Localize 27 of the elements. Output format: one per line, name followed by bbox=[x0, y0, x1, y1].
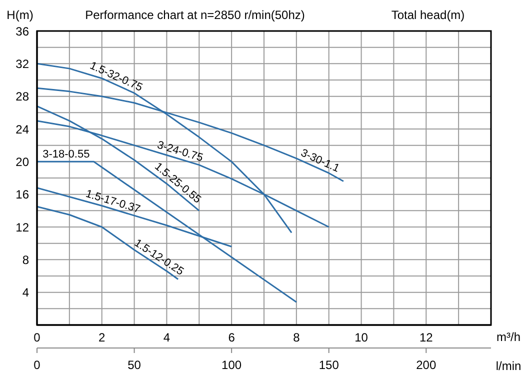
y-tick-label: 20 bbox=[16, 154, 30, 169]
text: Total head(m) bbox=[391, 8, 465, 22]
x-tick-label: 12 bbox=[419, 330, 434, 345]
x2-tick-label: 0 bbox=[34, 358, 41, 372]
y-tick-label: 32 bbox=[16, 56, 30, 71]
y-tick-label: 16 bbox=[16, 188, 30, 202]
x2-tick-label: 150 bbox=[318, 358, 340, 372]
annotation: 3-18-0.55 bbox=[42, 148, 90, 161]
x-axis-title: m³/h bbox=[496, 330, 520, 344]
x-tick-label: 0 bbox=[34, 330, 41, 345]
y-tick-label: 28 bbox=[16, 90, 30, 104]
x2-tick-label: 100 bbox=[222, 358, 242, 372]
y-tick-label: 4 bbox=[22, 286, 30, 300]
x2-axis-title: l/min bbox=[496, 359, 522, 373]
x2-tick-label: 200 bbox=[416, 358, 436, 372]
y-tick-label: 8 bbox=[22, 252, 30, 267]
x-tick-label: 8 bbox=[293, 330, 300, 345]
x-tick-label: 4 bbox=[163, 330, 170, 345]
x-tick-label: 2 bbox=[98, 330, 106, 345]
x-tick-label: 10 bbox=[354, 330, 368, 345]
y-tick-label: 36 bbox=[16, 24, 30, 38]
y-axis-title: H(m) bbox=[6, 8, 34, 22]
y-tick-label: 12 bbox=[16, 220, 30, 234]
chart-title: Performance chart at n=2850 r/min(50hz) bbox=[85, 8, 305, 22]
y-tick-label: 24 bbox=[16, 122, 30, 136]
x-tick-label: 6 bbox=[228, 330, 236, 345]
x2-tick-label: 50 bbox=[128, 358, 142, 372]
